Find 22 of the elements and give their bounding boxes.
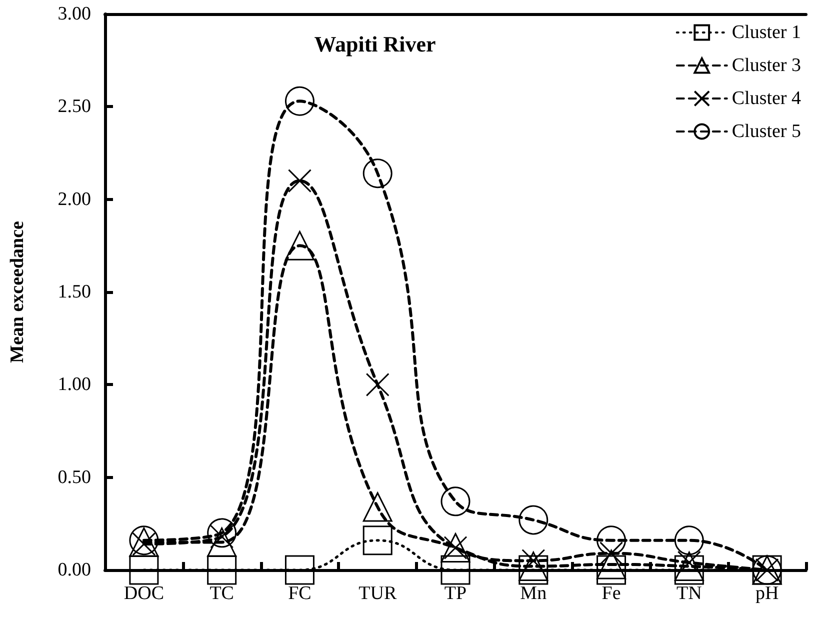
x-tick-label: DOC: [124, 583, 164, 604]
y-tick-label: 2.00: [58, 188, 91, 210]
y-tick-label: 0.50: [58, 466, 91, 488]
y-tick-label: 3.00: [58, 4, 91, 24]
x-tick-label: TC: [210, 583, 234, 604]
legend-label: Cluster 5: [732, 121, 802, 142]
y-tick-label: 1.00: [58, 374, 91, 396]
text: Wapiti River: [314, 32, 436, 56]
y-tick-label: 0.00: [58, 560, 91, 580]
y-axis-title: Mean exceedance: [7, 221, 28, 363]
x-tick-label: TP: [444, 583, 467, 604]
x-tick-label: Mn: [520, 583, 548, 604]
y-tick-label: 2.50: [58, 96, 91, 118]
x-tick-label: TN: [676, 583, 702, 604]
x-tick-label: pH: [755, 583, 779, 604]
legend-label: Cluster 1: [732, 22, 802, 43]
legend-label: Cluster 4: [732, 88, 802, 109]
x-tick-label: Fe: [602, 583, 621, 604]
y-tick-label: 1.50: [58, 282, 91, 302]
x-tick-label: TUR: [358, 583, 397, 604]
legend-label: Cluster 3: [732, 55, 802, 76]
x-tick-label: FC: [288, 583, 312, 604]
